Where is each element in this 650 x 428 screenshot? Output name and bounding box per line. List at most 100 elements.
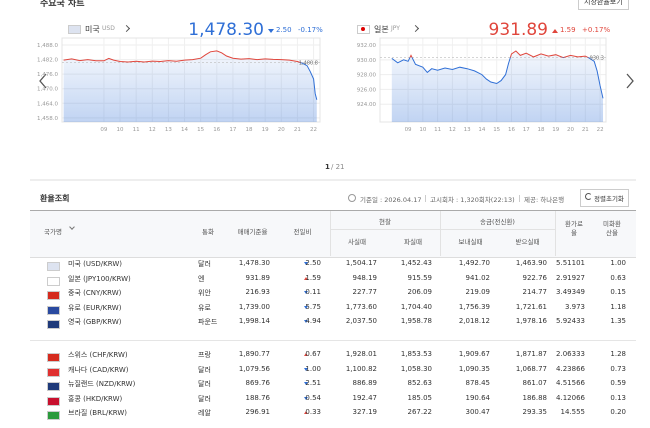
country-name[interactable]: 일본 [374, 25, 389, 34]
cell-change: 2.51 [305, 379, 321, 388]
cell-fee-rate: 3.49349 [556, 288, 585, 297]
th: 송금(전신환) [480, 218, 515, 226]
x-tick-label: 12 [449, 127, 456, 133]
cell-usd-rate: 0.13 [610, 393, 626, 402]
cell-receive: 1,871.87 [515, 350, 547, 358]
cell-send: 300.47 [465, 408, 491, 417]
flag [47, 353, 60, 362]
cell-send: 2,018.12 [458, 317, 490, 326]
change-arrow [304, 353, 308, 356]
th: 통화 [202, 228, 214, 236]
cell-cash-sell: 1,058.30 [400, 364, 432, 373]
cell-cash-buy: 948.19 [352, 273, 378, 282]
x-tick-label: 17 [229, 127, 236, 133]
cell-cash-buy: 1,100.82 [345, 364, 377, 373]
x-tick-label: 14 [181, 127, 188, 133]
reset-icon [585, 193, 592, 200]
y-tick-label: 928.00 [357, 73, 377, 79]
page-current: 1 [325, 163, 330, 171]
area [63, 50, 317, 122]
next-arrow[interactable] [626, 73, 634, 89]
currency-unit: 달러 [198, 260, 211, 268]
table-header-bg [30, 210, 636, 258]
x-tick-label: 19 [552, 127, 559, 133]
cell-usd-rate: 1.28 [610, 350, 626, 358]
change-arrow [304, 396, 308, 400]
currency-unit: 달러 [198, 365, 211, 374]
currency-unit: 달러 [198, 380, 211, 389]
y-tick-label: 932.00 [357, 43, 377, 49]
currency-name[interactable]: 중국 (CNY/KRW) [68, 289, 122, 298]
cell-base: 216.93 [245, 288, 271, 297]
cell-base: 931.89 [245, 273, 271, 282]
currency-name[interactable]: 브라질 (BRL/KRW) [68, 409, 128, 418]
x-tick-label: 21 [294, 127, 301, 133]
flag [68, 25, 81, 34]
cell-fee-rate: 14.555 [560, 408, 586, 417]
cell-usd-rate: 0.59 [610, 379, 626, 388]
flag [47, 276, 60, 286]
change: 1.59 [560, 26, 576, 34]
y-tick-label: 930.00 [357, 58, 377, 64]
th: 현찰 [379, 218, 391, 226]
cell-base: 1,079.56 [238, 364, 270, 373]
currency-unit: 파운드 [198, 318, 218, 327]
cell-base: 1,998.14 [238, 317, 270, 326]
x-tick-label: 19 [262, 127, 269, 133]
x-tick-label: 11 [133, 127, 140, 133]
cell-receive: 1,068.77 [515, 364, 547, 373]
currency-name[interactable]: 유로 (EUR/KRW) [68, 303, 122, 312]
x-tick-label: 20 [567, 127, 574, 133]
currency-name[interactable]: 뉴질랜드 (NZD/KRW) [68, 380, 136, 389]
flag [47, 367, 60, 377]
x-tick-label: 15 [197, 127, 204, 133]
th: 사실때 [348, 238, 366, 246]
change: 2.50 [276, 26, 292, 34]
cell-send: 1,756.39 [458, 302, 490, 311]
x-tick-label: 15 [493, 127, 500, 133]
info-icon [348, 194, 356, 202]
x-tick-label: 22 [310, 127, 317, 133]
y-tick-label: 924.00 [357, 102, 377, 108]
currency-name[interactable]: 캐나다 (CAD/KRW) [68, 365, 129, 374]
currency-name[interactable]: 미국 (USD/KRW) [68, 260, 122, 268]
th: 받으실때 [515, 238, 540, 246]
cell-receive: 861.07 [522, 379, 548, 388]
cell-usd-rate: 1.00 [610, 259, 626, 267]
prev-arrow[interactable] [39, 73, 47, 89]
change-pct: -0.17% [298, 26, 323, 34]
change-arrow [304, 320, 308, 324]
y-tick-label: 926.00 [357, 87, 377, 93]
cell-change: 0.33 [305, 408, 321, 417]
cell-cash-sell: 1,452.43 [400, 259, 432, 267]
cell-change: 1.59 [305, 273, 321, 282]
currency-name[interactable]: 홍콩 (HKD/KRW) [68, 394, 123, 403]
cell-change: 5.75 [305, 302, 321, 311]
currency-name[interactable]: 스위스 (CHF/KRW) [68, 351, 128, 359]
change-pct: +0.17% [582, 26, 611, 34]
cell-change: 0.11 [305, 288, 321, 297]
x-tick-label: 11 [434, 127, 441, 133]
country-name[interactable]: 미국 [85, 25, 100, 34]
cell-cash-buy: 1,773.60 [345, 302, 377, 311]
price: 931.89 [488, 20, 548, 40]
cell-cash-sell: 185.05 [407, 393, 433, 402]
cell-change: 2.50 [305, 259, 321, 267]
cell-base: 1,478.30 [238, 259, 270, 267]
currency-unit: 유로 [198, 303, 211, 312]
cell-cash-sell: 206.09 [407, 288, 433, 297]
change-arrow [304, 276, 308, 280]
currency-name[interactable]: 일본 (JPY100/KRW) [68, 274, 131, 283]
reset-button[interactable]: 정렬초기화 [580, 189, 629, 207]
flag [47, 320, 60, 330]
currency-unit: 프랑 [198, 351, 211, 359]
area [391, 51, 604, 122]
x-tick-label: 16 [508, 127, 515, 133]
info-item: 제공: 하나은행 [524, 196, 565, 204]
currency-name[interactable]: 영국 (GBP/KRW) [68, 318, 122, 327]
market-rate-button[interactable]: 시장환율보기 [578, 0, 629, 10]
cell-fee-rate: 4.23866 [556, 364, 585, 373]
reference-label: 930.3 [590, 56, 604, 62]
